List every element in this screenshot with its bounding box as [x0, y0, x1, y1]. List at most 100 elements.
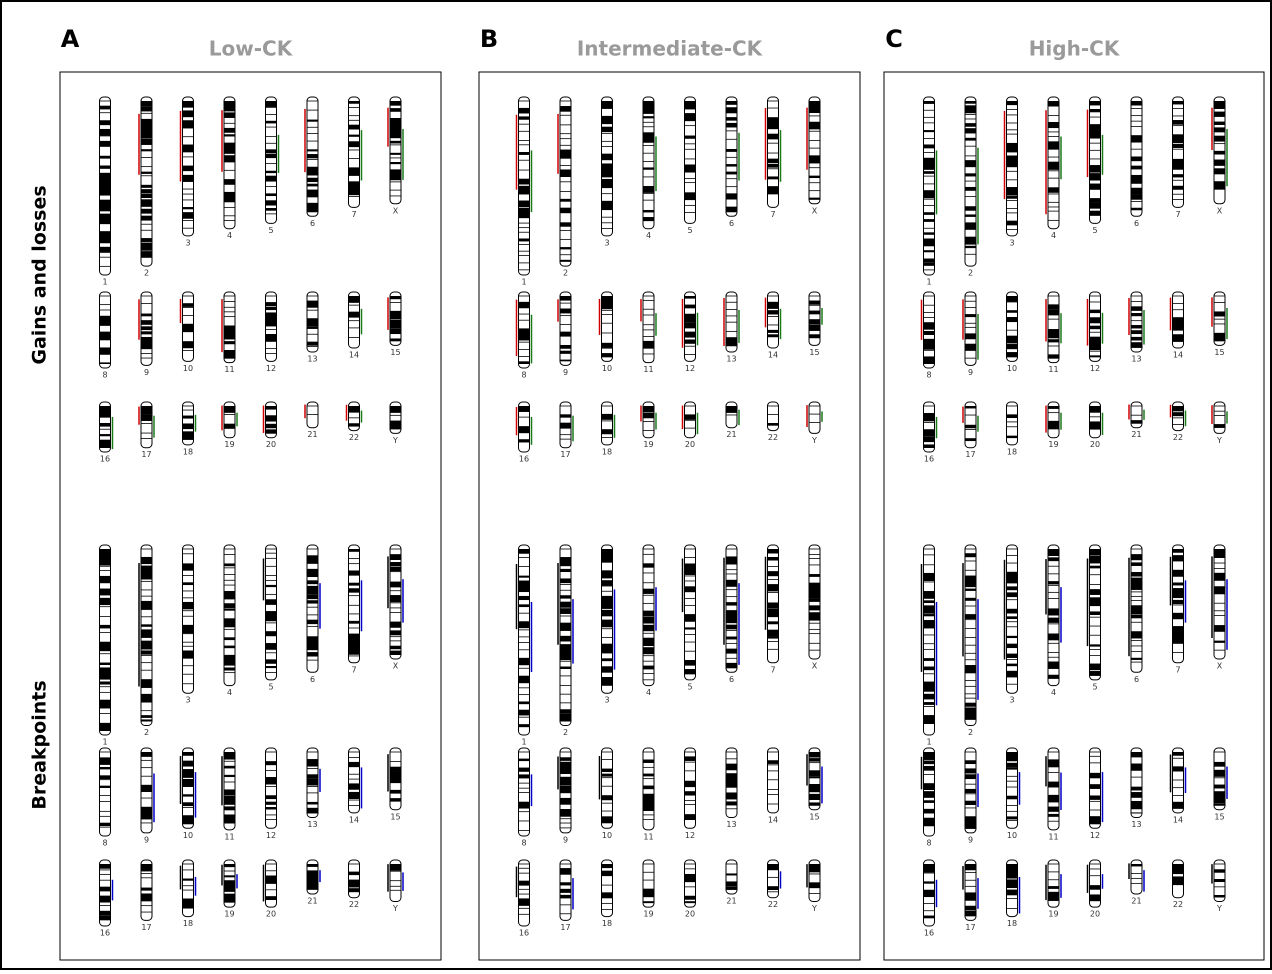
band [1007, 889, 1017, 896]
chromosome: 13 [725, 747, 738, 829]
band [141, 331, 152, 335]
row-label: Gains and losses [29, 185, 51, 364]
band [1131, 187, 1142, 195]
chromosome-label: Y [811, 904, 817, 913]
chromosome: 18 [1006, 859, 1021, 928]
chromosome-label: 14 [768, 351, 778, 360]
chromosome: 9 [140, 747, 155, 844]
chromosome: Y [806, 401, 823, 445]
band [965, 222, 976, 230]
band [307, 641, 318, 651]
band [924, 591, 934, 599]
band [1214, 121, 1225, 125]
band [560, 757, 571, 761]
band [100, 895, 110, 903]
band [224, 765, 235, 769]
band [924, 666, 934, 671]
band [1131, 812, 1142, 814]
band [349, 888, 359, 893]
chromosome-outline [518, 544, 530, 736]
band [809, 793, 820, 800]
band [924, 702, 934, 705]
band [141, 125, 152, 132]
chromosome-outline [1006, 291, 1018, 362]
chromosome-label: 12 [1090, 831, 1100, 840]
band [924, 715, 934, 725]
band [965, 343, 976, 351]
band [1173, 612, 1183, 620]
band [141, 118, 152, 128]
chromosome-label: 3 [604, 696, 609, 705]
band [809, 605, 820, 611]
band [183, 601, 193, 610]
band [768, 310, 778, 315]
chromosome-label: 21 [726, 896, 736, 905]
band [266, 896, 276, 901]
band [519, 774, 529, 779]
band [560, 422, 571, 429]
band [141, 806, 152, 815]
chromosome: 6 [723, 544, 740, 684]
band [685, 756, 695, 761]
band [349, 633, 359, 640]
band [519, 580, 529, 589]
band [141, 101, 152, 107]
chromosome-outline [808, 96, 821, 205]
band [602, 892, 612, 899]
band [141, 149, 152, 152]
band [924, 658, 934, 661]
band [183, 144, 193, 153]
band [307, 149, 318, 152]
band [1131, 194, 1142, 200]
band [141, 784, 152, 792]
band [519, 585, 529, 592]
band [1048, 304, 1059, 310]
chromosome-label: 11 [643, 365, 653, 374]
band [602, 643, 612, 652]
band [183, 165, 193, 172]
band [1214, 181, 1225, 190]
band [1173, 636, 1183, 643]
band [519, 575, 529, 578]
chromosome: 12 [1086, 291, 1104, 373]
band [560, 296, 571, 301]
chromosome-label: 15 [809, 348, 819, 357]
band [602, 864, 612, 869]
band [390, 621, 401, 628]
band [602, 167, 612, 176]
band [183, 582, 193, 586]
chromosome: 17 [138, 401, 155, 459]
band [141, 242, 152, 251]
band [349, 588, 359, 593]
band [141, 341, 152, 349]
band [1007, 663, 1017, 667]
chromosome: 16 [515, 401, 533, 464]
band [602, 666, 612, 673]
band [809, 121, 820, 130]
band [266, 665, 276, 669]
band [390, 581, 401, 588]
band [602, 153, 612, 161]
band [643, 138, 654, 143]
band [726, 164, 737, 167]
chromosome: 20 [684, 859, 696, 919]
band [183, 563, 193, 571]
band [349, 187, 359, 196]
chromosome-label: 12 [266, 364, 276, 373]
band [224, 423, 235, 429]
band [390, 101, 401, 106]
band [266, 101, 276, 107]
chromosome-label: X [1217, 662, 1223, 671]
band [183, 878, 193, 881]
band [924, 693, 934, 700]
band [768, 329, 778, 333]
chromosome-label: Y [811, 436, 817, 445]
band [141, 811, 152, 820]
band [965, 160, 976, 168]
band [685, 135, 695, 139]
band [141, 624, 152, 627]
chromosome-outline [1047, 291, 1060, 364]
chromosome-outline [923, 96, 935, 276]
band [924, 881, 934, 884]
